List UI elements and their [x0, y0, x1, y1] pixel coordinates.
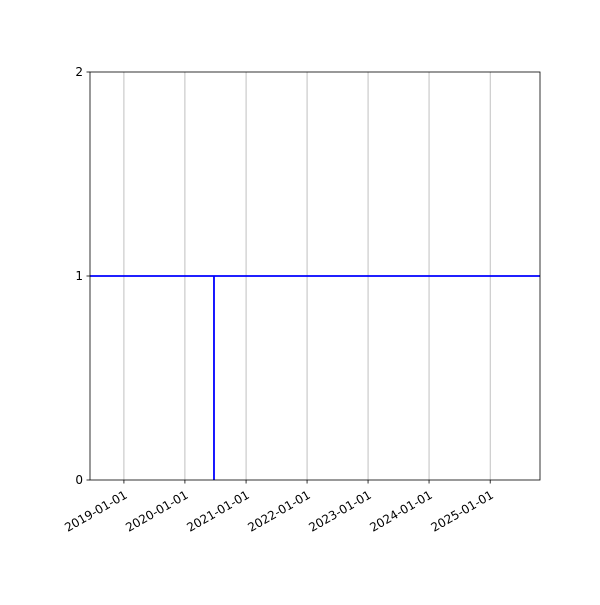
- x-tick-label: 2023-01-01: [306, 488, 373, 535]
- x-tick-label: 2020-01-01: [123, 488, 190, 535]
- y-tick-label: 0: [75, 473, 83, 487]
- plot-frame: [89, 71, 541, 481]
- x-tick-label: 2025-01-01: [428, 488, 495, 535]
- y-tick-label: 2: [75, 65, 83, 79]
- y-tick-label: 1: [75, 269, 83, 283]
- x-tick-label: 2019-01-01: [62, 488, 129, 535]
- x-tick-label: 2022-01-01: [245, 488, 312, 535]
- x-tick-label: 2021-01-01: [184, 488, 251, 535]
- x-tick-label: 2024-01-01: [367, 488, 434, 535]
